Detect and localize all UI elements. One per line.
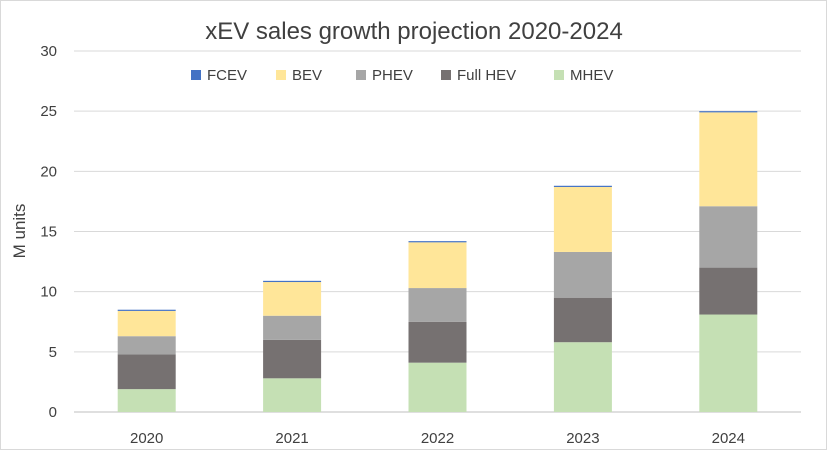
bar-mhev-2022 (408, 362, 467, 412)
x-axis-ticks: 2020 2021 2022 2023 2024 (130, 430, 745, 447)
y-tick-label: 30 (40, 43, 57, 60)
bar-phev-2023 (553, 251, 612, 298)
legend-swatch-full-hev (441, 70, 451, 80)
y-axis-label: M units (10, 204, 29, 259)
bar-phev-2022 (408, 288, 467, 322)
bar-bev-2020 (117, 310, 176, 337)
y-tick-label: 0 (49, 404, 57, 421)
y-tick-label: 15 (40, 224, 57, 241)
bar-bev-2021 (263, 282, 322, 316)
bar-bev-2023 (553, 186, 612, 252)
legend-swatch-phev (356, 70, 366, 80)
bar-mhev-2023 (553, 342, 612, 412)
bars (117, 111, 758, 412)
bar-bev-2024 (699, 112, 758, 207)
bar-full-hev-2024 (699, 267, 758, 315)
chart-title: xEV sales growth projection 2020-2024 (205, 18, 623, 45)
bar-phev-2024 (699, 206, 758, 268)
x-tick-label: 2023 (566, 430, 599, 447)
y-tick-label: 25 (40, 103, 57, 120)
y-tick-label: 5 (49, 344, 57, 361)
legend-swatch-bev (276, 70, 286, 80)
legend-label-bev: BEV (292, 67, 322, 84)
bar-fcev-2023 (553, 185, 612, 187)
x-tick-label: 2020 (130, 430, 163, 447)
bar-mhev-2020 (117, 389, 176, 412)
legend-label-phev: PHEV (372, 67, 413, 84)
bar-fcev-2024 (699, 111, 758, 113)
x-tick-label: 2021 (275, 430, 308, 447)
y-tick-label: 10 (40, 284, 57, 301)
bar-fcev-2020 (117, 309, 176, 311)
legend: FCEV BEV PHEV Full HEV MHEV (191, 67, 613, 84)
y-axis-ticks: 0 5 10 15 20 25 30 (40, 43, 57, 421)
bar-full-hev-2021 (263, 339, 322, 379)
bar-fcev-2021 (263, 280, 322, 283)
bar-bev-2022 (408, 242, 467, 289)
bar-full-hev-2022 (408, 321, 467, 363)
legend-swatch-mhev (554, 70, 564, 80)
legend-swatch-fcev (191, 70, 201, 80)
x-tick-label: 2024 (712, 430, 745, 447)
legend-label-mhev: MHEV (570, 67, 613, 84)
bar-mhev-2021 (263, 378, 322, 412)
bar-phev-2020 (117, 336, 176, 355)
bar-full-hev-2023 (553, 297, 612, 343)
legend-label-full-hev: Full HEV (457, 67, 516, 84)
bar-phev-2021 (263, 315, 322, 340)
y-tick-label: 20 (40, 163, 57, 180)
bar-mhev-2024 (699, 314, 758, 412)
bar-fcev-2022 (408, 241, 467, 243)
bar-full-hev-2020 (117, 354, 176, 390)
legend-label-fcev: FCEV (207, 67, 247, 84)
x-tick-label: 2022 (421, 430, 454, 447)
